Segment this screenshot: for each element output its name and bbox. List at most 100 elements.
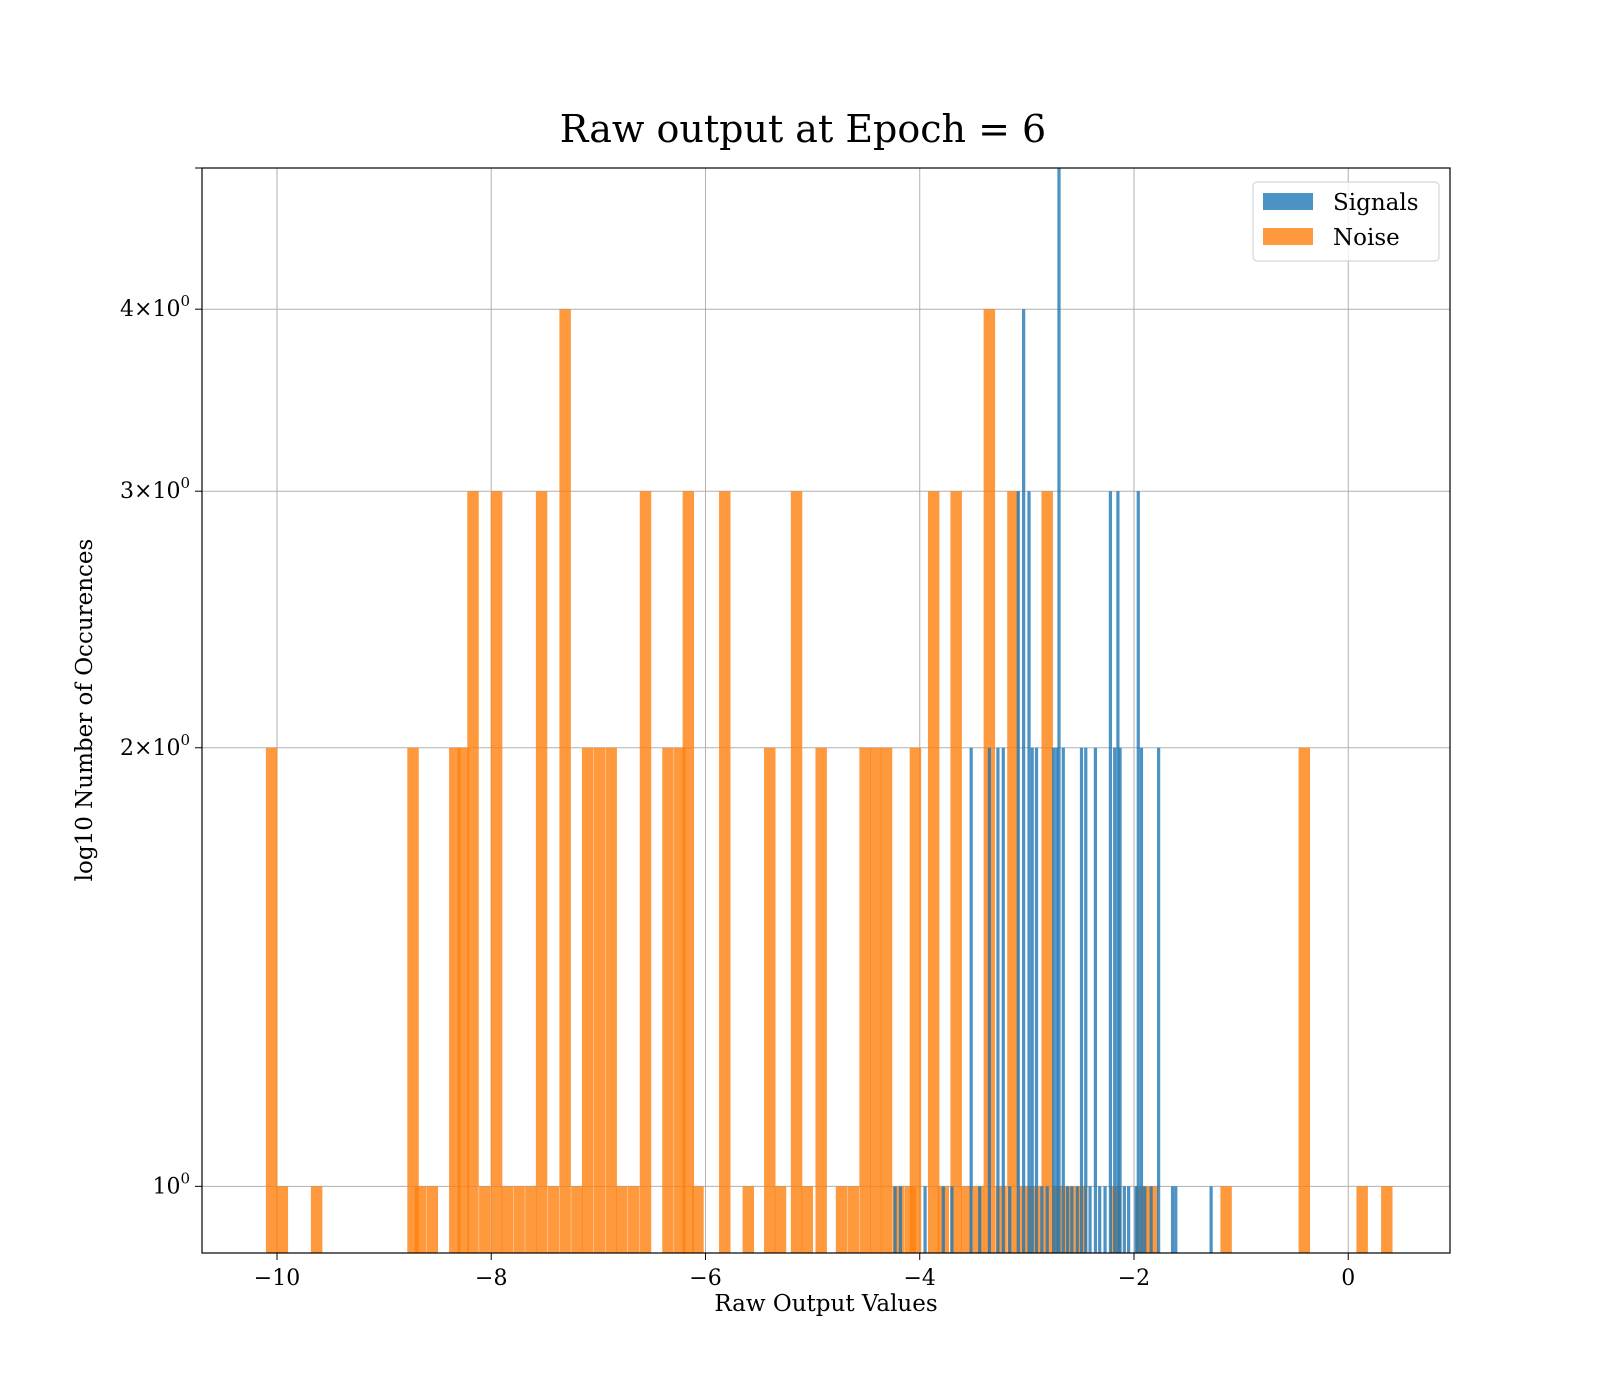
signal-bar <box>1139 747 1144 1253</box>
noise-bar <box>909 747 922 1253</box>
signal-bar <box>1108 491 1113 1253</box>
x-tick-label: 0 <box>1341 1266 1355 1291</box>
signal-bar <box>1001 747 1005 1253</box>
signal-bar <box>1088 1186 1092 1253</box>
noise-bar <box>547 1186 560 1253</box>
noise-bar <box>276 1186 289 1253</box>
noise-bar <box>674 747 686 1253</box>
noise-bar <box>627 1186 640 1253</box>
signal-bar <box>1098 1186 1102 1253</box>
noise-bar <box>593 747 606 1253</box>
signal-bar <box>1209 1186 1213 1253</box>
signal-bar <box>1016 491 1020 1253</box>
noise-bar <box>639 491 652 1253</box>
noise-bar <box>1298 747 1311 1253</box>
signal-bar <box>1057 168 1061 1253</box>
signal-bar <box>1136 491 1140 1253</box>
y-tick-label: 100 <box>152 1169 190 1199</box>
signal-bar <box>1149 1186 1153 1253</box>
noise-bar <box>265 747 278 1253</box>
y-axis-ticks: 100 2×100 3×100 4×100 <box>120 167 202 1199</box>
noise-bar <box>1041 491 1053 1253</box>
signal-bar <box>923 1186 927 1253</box>
signal-bar <box>1174 1186 1178 1253</box>
signal-bars <box>893 168 1213 1253</box>
signal-bar <box>1143 1186 1147 1253</box>
signal-bar <box>1075 1186 1079 1253</box>
signal-bar <box>1034 747 1039 1253</box>
signal-bar <box>1022 309 1026 1253</box>
legend-label-noise: Noise <box>1333 225 1400 251</box>
noise-bar <box>927 491 940 1253</box>
signal-bar <box>1127 1186 1131 1253</box>
noise-bar <box>457 747 470 1253</box>
signal-bar <box>950 1186 954 1253</box>
x-tick-label: −6 <box>689 1266 721 1291</box>
signal-bar <box>987 747 991 1253</box>
x-tick-label: −8 <box>475 1266 507 1291</box>
noise-bar <box>1220 1186 1232 1253</box>
y-axis-label: log10 Number of Occurences <box>72 539 98 882</box>
noise-bar <box>426 1186 439 1253</box>
noise-bar <box>995 1186 1007 1253</box>
signal-bar <box>1008 1186 1012 1253</box>
noise-bar <box>692 1186 704 1253</box>
signal-bar <box>1070 1186 1074 1253</box>
signal-bar <box>898 1186 903 1253</box>
signal-bar <box>893 1186 897 1253</box>
x-tick-label: −10 <box>254 1266 300 1291</box>
y-tick-label: 2×100 <box>120 731 190 761</box>
legend-label-signals: Signals <box>1333 190 1419 216</box>
signal-bar <box>1118 747 1122 1253</box>
noise-bar <box>870 747 882 1253</box>
noise-bar <box>414 1186 427 1253</box>
signal-bar <box>941 1186 945 1253</box>
noise-bar <box>310 1186 323 1253</box>
legend-swatch-noise <box>1263 228 1313 245</box>
signal-bar <box>978 1186 982 1253</box>
noise-bar <box>859 747 871 1253</box>
noise-bar <box>790 491 803 1253</box>
noise-bar <box>961 1186 973 1253</box>
signal-bar <box>969 747 973 1253</box>
noise-bar <box>513 1186 525 1253</box>
noise-bar <box>525 1186 537 1253</box>
signal-bar <box>1055 747 1059 1253</box>
noise-bar <box>559 309 571 1253</box>
signal-bar <box>1079 747 1084 1253</box>
noise-bar <box>616 1186 628 1253</box>
noise-bar <box>801 1186 813 1253</box>
noise-bar <box>742 1186 755 1253</box>
signal-bar <box>1170 1186 1175 1253</box>
legend-swatch-signals <box>1263 193 1313 210</box>
noise-bar <box>662 747 674 1253</box>
signal-bar <box>996 747 1000 1253</box>
y-tick-label: 3×100 <box>120 474 190 504</box>
y-tick-label: 4×100 <box>120 292 190 322</box>
noise-bar <box>892 1186 905 1253</box>
noise-bar <box>1381 1186 1393 1253</box>
noise-bar <box>847 1186 860 1253</box>
signal-bar <box>1065 1186 1070 1253</box>
noise-bar <box>581 747 594 1253</box>
x-tick-label: −4 <box>904 1266 936 1291</box>
signal-bar <box>1116 491 1120 1253</box>
signal-bar <box>1040 1186 1044 1253</box>
noise-bar <box>950 491 962 1253</box>
plot-frame <box>201 167 1451 1254</box>
legend: Signals Noise <box>1252 181 1440 262</box>
noise-bar <box>449 747 461 1253</box>
noise-bar <box>719 491 731 1253</box>
chart-title: Raw output at Epoch = 6 <box>560 107 1046 151</box>
signal-bar <box>1027 491 1031 1253</box>
noise-bar <box>501 1186 514 1253</box>
signal-bar <box>1061 747 1065 1253</box>
noise-bar <box>1356 1186 1368 1253</box>
signal-bar <box>1084 747 1088 1253</box>
signal-bar <box>1157 747 1161 1253</box>
noise-bar <box>880 747 893 1253</box>
noise-bar <box>815 747 827 1253</box>
noise-bar <box>467 491 479 1253</box>
noise-bar <box>605 747 617 1253</box>
noise-bar <box>764 747 776 1253</box>
